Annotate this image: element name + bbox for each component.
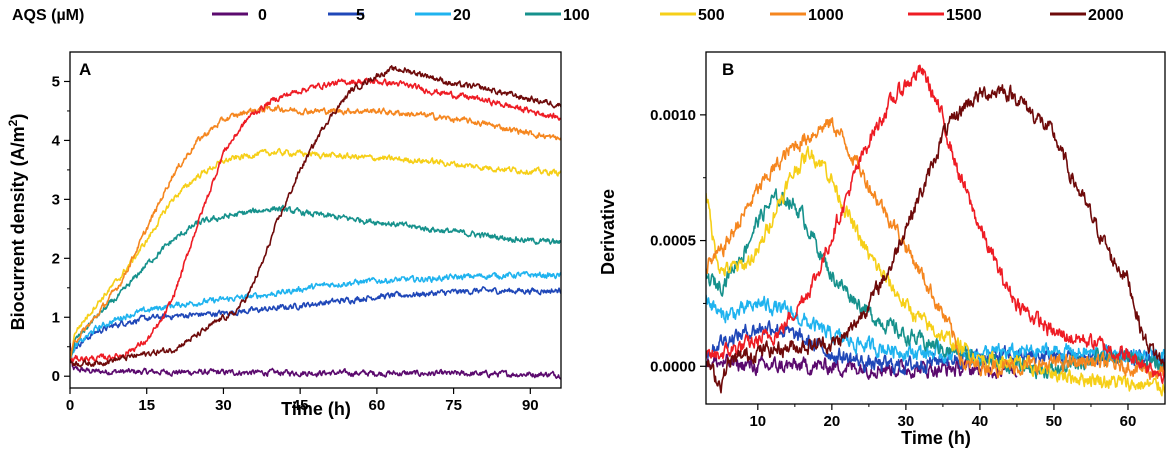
- legend: AQS (µM) 0 5 20 100 500 1000 1500 2000: [12, 7, 1124, 24]
- y-tick-label: 0.0000: [650, 358, 696, 375]
- legend-title: AQS (µM): [12, 7, 84, 24]
- series-line-0: [70, 343, 561, 380]
- y-tick-label: 2: [52, 250, 60, 267]
- panel-b-xlabel: Time (h): [901, 428, 971, 448]
- series-line-500: [706, 145, 1165, 397]
- x-tick-label: 0: [66, 397, 74, 414]
- series-line-1000: [70, 104, 561, 360]
- legend-label-0: 0: [258, 7, 267, 24]
- panel-b: 10 20 30 40 50 60 0.0000 0.0005 0.0010 B Time (h…: [598, 51, 1166, 448]
- y-tick-label: 3: [52, 191, 60, 208]
- y-tick-label: 0.0005: [650, 233, 696, 250]
- legend-label-20: 20: [453, 7, 471, 24]
- legend-label-500: 500: [698, 7, 725, 24]
- series-line-1000: [706, 117, 1165, 380]
- x-tick-label: 90: [522, 397, 539, 414]
- x-tick-label: 20: [824, 413, 841, 430]
- x-tick-label: 15: [138, 397, 155, 414]
- y-tick-label: 0: [52, 368, 60, 385]
- x-tick-label: 60: [1120, 413, 1137, 430]
- panel-a-xlabel: Time (h): [281, 399, 351, 419]
- plot-frame: [705, 51, 1166, 405]
- y-tick-label: 1: [52, 309, 60, 326]
- legend-label-1000: 1000: [808, 7, 844, 24]
- series-line-1500: [70, 77, 561, 364]
- x-tick-label: 30: [215, 397, 232, 414]
- legend-label-5: 5: [356, 7, 365, 24]
- panel-a-ylabel: Biocurrent density (A/m2): [6, 114, 28, 331]
- x-tick-label: 10: [749, 413, 766, 430]
- legend-label-1500: 1500: [946, 7, 982, 24]
- series-line-100: [70, 204, 561, 358]
- x-tick-label: 60: [369, 397, 386, 414]
- panel-b-letter: B: [722, 60, 734, 79]
- x-tick-label: 40: [972, 413, 989, 430]
- y-tick-label: 5: [52, 73, 60, 90]
- y-tick-label: 0.0010: [650, 107, 696, 124]
- legend-label-2000: 2000: [1088, 7, 1124, 24]
- series-line-2000: [706, 84, 1165, 394]
- series-line-20: [70, 270, 561, 361]
- series-line-5: [706, 320, 1165, 376]
- legend-label-100: 100: [563, 7, 590, 24]
- x-tick-label: 30: [898, 413, 915, 430]
- panel-b-ylabel: Derivative: [598, 189, 618, 275]
- series-line-0: [706, 353, 1018, 380]
- series-line-2000: [70, 65, 561, 368]
- x-tick-label: 75: [445, 397, 462, 414]
- series-line-5: [70, 286, 561, 359]
- series-line-20: [706, 294, 1165, 366]
- series-line-1500: [706, 64, 1165, 385]
- y-tick-label: 4: [52, 132, 61, 149]
- series-line-500: [70, 147, 561, 360]
- plot-frame: [69, 51, 562, 389]
- panel-a-letter: A: [79, 60, 91, 79]
- x-tick-label: 45: [292, 397, 309, 414]
- x-tick-label: 50: [1046, 413, 1063, 430]
